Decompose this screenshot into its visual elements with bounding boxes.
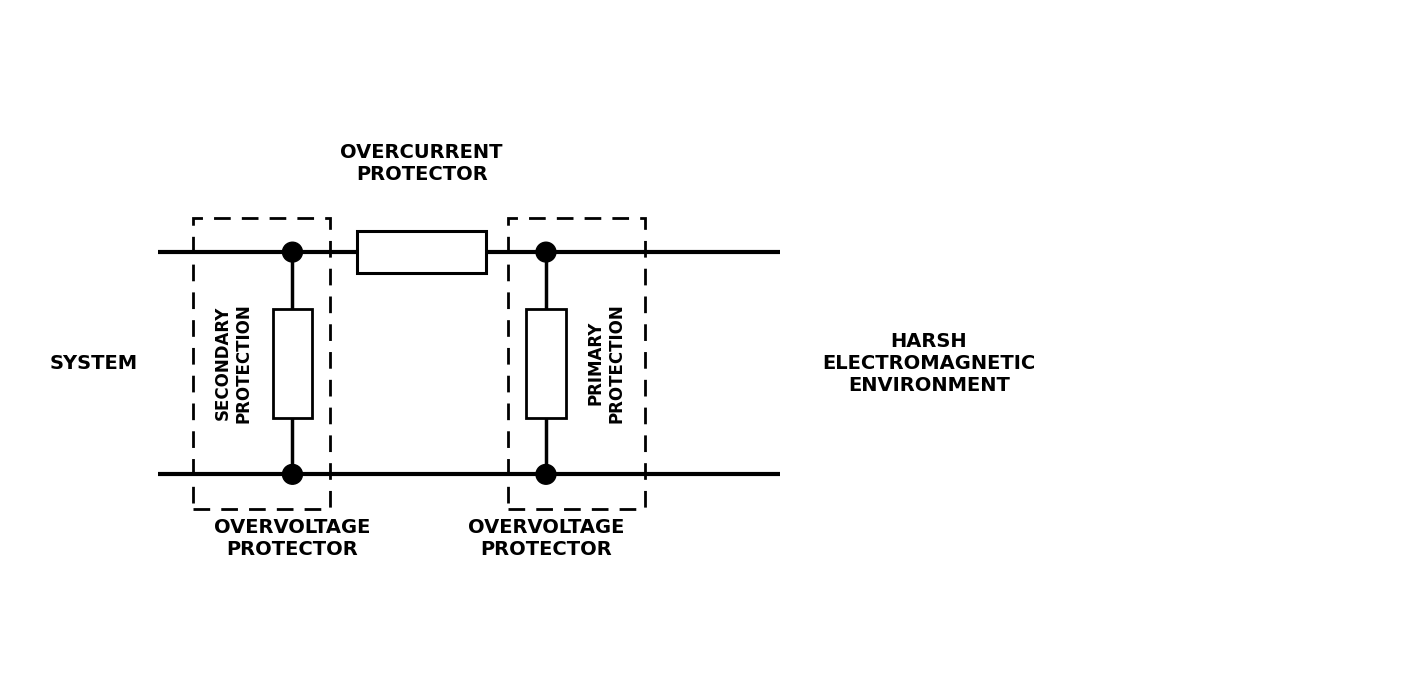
Text: OVERCURRENT
PROTECTOR: OVERCURRENT PROTECTOR bbox=[340, 143, 502, 184]
Circle shape bbox=[283, 464, 303, 484]
Text: SYSTEM: SYSTEM bbox=[50, 353, 138, 373]
Text: OVERVOLTAGE
PROTECTOR: OVERVOLTAGE PROTECTOR bbox=[215, 518, 370, 559]
Bar bbox=[357, 232, 487, 273]
Bar bbox=[194, 217, 330, 509]
Bar bbox=[508, 217, 646, 509]
Text: SECONDARY
PROTECTION: SECONDARY PROTECTION bbox=[213, 303, 252, 423]
Circle shape bbox=[283, 242, 303, 262]
Bar bbox=[273, 309, 313, 417]
Circle shape bbox=[536, 242, 556, 262]
Circle shape bbox=[536, 464, 556, 484]
Text: HARSH
ELECTROMAGNETIC
ENVIRONMENT: HARSH ELECTROMAGNETIC ENVIRONMENT bbox=[822, 332, 1036, 395]
Text: OVERVOLTAGE
PROTECTOR: OVERVOLTAGE PROTECTOR bbox=[468, 518, 625, 559]
Bar bbox=[527, 309, 566, 417]
Text: PRIMARY
PROTECTION: PRIMARY PROTECTION bbox=[586, 303, 625, 423]
